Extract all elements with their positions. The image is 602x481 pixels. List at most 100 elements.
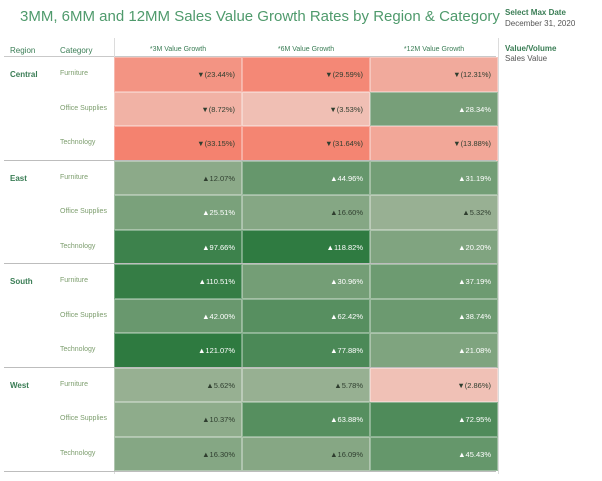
heatmap-cell[interactable]: ▲12.07% bbox=[114, 160, 242, 195]
measure-selector-title: Value/Volume bbox=[505, 44, 557, 53]
cell-value-label: ▲110.51% bbox=[198, 277, 235, 286]
cell-value-label: ▲5.78% bbox=[334, 380, 363, 390]
cell-value-label: ▲31.19% bbox=[458, 173, 491, 183]
heatmap-cell[interactable]: ▲110.51% bbox=[114, 264, 242, 299]
category-label: Technology bbox=[60, 346, 96, 353]
cell-value-label: ▲37.19% bbox=[458, 277, 491, 286]
heatmap-cell[interactable]: ▲20.20% bbox=[370, 229, 498, 264]
cell-value-label: ▲5.62% bbox=[206, 380, 235, 390]
heatmap-cell[interactable]: ▼(13.88%) bbox=[370, 126, 498, 161]
cell-value-label: ▼(31.64%) bbox=[325, 139, 363, 148]
heatmap-cell[interactable]: ▼(3.53%) bbox=[242, 91, 370, 126]
region-label: West bbox=[10, 380, 29, 390]
heatmap-cell[interactable]: ▼(31.64%) bbox=[242, 126, 370, 161]
cell-value-label: ▼(13.88%) bbox=[453, 139, 491, 148]
heatmap-cell[interactable]: ▲62.42% bbox=[242, 298, 370, 333]
cell-value-label: ▲16.30% bbox=[202, 449, 235, 459]
heatmap-cell[interactable]: ▲5.62% bbox=[114, 367, 242, 402]
cell-value-label: ▲72.95% bbox=[458, 415, 491, 424]
category-label: Technology bbox=[60, 139, 96, 146]
max-date-filter-title: Select Max Date bbox=[505, 8, 566, 17]
max-date-filter-value[interactable]: December 31, 2020 bbox=[505, 19, 576, 28]
category-label: Furniture bbox=[60, 70, 89, 77]
category-label: Office Supplies bbox=[60, 208, 107, 215]
heatmap-cell[interactable]: ▲16.09% bbox=[242, 436, 370, 471]
cell-value-label: ▲10.37% bbox=[202, 415, 235, 424]
heatmap-cell[interactable]: ▲72.95% bbox=[370, 402, 498, 437]
cell-value-label: ▼(8.72%) bbox=[201, 104, 235, 114]
cell-value-label: ▲121.07% bbox=[197, 346, 235, 355]
heatmap-cell[interactable]: ▲42.00% bbox=[114, 298, 242, 333]
heatmap-cell[interactable]: ▼(2.86%) bbox=[370, 367, 498, 402]
cell-value-label: ▲97.66% bbox=[202, 242, 235, 252]
cell-value-label: ▲77.88% bbox=[330, 346, 363, 355]
category-label: Technology bbox=[60, 449, 96, 457]
cell-value-label: ▲30.96% bbox=[330, 277, 363, 286]
cell-value-label: ▼(29.59%) bbox=[325, 70, 363, 79]
cell-value-label: ▲16.60% bbox=[330, 208, 363, 217]
heatmap-cell[interactable]: ▲30.96% bbox=[242, 264, 370, 299]
cell-value-label: ▲42.00% bbox=[202, 311, 235, 321]
heatmap-cell[interactable]: ▲37.19% bbox=[370, 264, 498, 299]
column-header-3m: *3M Value Growth bbox=[149, 46, 207, 53]
category-label: Office Supplies bbox=[60, 104, 107, 112]
heatmap-cell[interactable]: ▼(12.31%) bbox=[370, 57, 498, 92]
category-label: Furniture bbox=[60, 173, 89, 181]
measure-selector-value[interactable]: Sales Value bbox=[505, 54, 548, 63]
heatmap-cell[interactable]: ▲45.43% bbox=[370, 436, 498, 471]
heatmap-cell[interactable]: ▲25.51% bbox=[114, 195, 242, 230]
column-header-12m: *12M Value Growth bbox=[403, 46, 465, 53]
category-label: Furniture bbox=[60, 277, 89, 284]
cell-value-label: ▼(23.44%) bbox=[197, 70, 235, 79]
cell-value-label: ▲12.07% bbox=[202, 173, 235, 183]
header-divider bbox=[4, 56, 496, 57]
heatmap-cell[interactable]: ▲44.96% bbox=[242, 160, 370, 195]
cell-value-label: ▲21.08% bbox=[458, 346, 491, 355]
cell-value-label: ▲28.34% bbox=[458, 104, 491, 114]
heatmap-cell[interactable]: ▲63.88% bbox=[242, 402, 370, 437]
cell-value-label: ▼(12.31%) bbox=[453, 70, 491, 79]
heatmap-cell[interactable]: ▼(8.72%) bbox=[114, 91, 242, 126]
heatmap-cell[interactable]: ▲118.82% bbox=[242, 229, 370, 264]
heatmap-cell[interactable]: ▼(33.15%) bbox=[114, 126, 242, 161]
cell-value-label: ▲45.43% bbox=[458, 449, 491, 459]
cell-value-label: ▲44.96% bbox=[330, 173, 363, 183]
heatmap-cell[interactable]: ▲28.34% bbox=[370, 91, 498, 126]
chart-title: 3MM, 6MM and 12MM Sales Value Growth Rat… bbox=[20, 8, 500, 25]
region-divider bbox=[4, 263, 496, 264]
category-label: Technology bbox=[60, 242, 96, 250]
cell-value-label: ▼(2.86%) bbox=[457, 380, 491, 390]
region-label: Central bbox=[10, 70, 38, 79]
heatmap-cell[interactable]: ▲10.37% bbox=[114, 402, 242, 437]
cell-value-label: ▼(33.15%) bbox=[197, 139, 235, 148]
cell-value-label: ▲62.42% bbox=[330, 311, 363, 321]
heatmap-cell[interactable]: ▲16.30% bbox=[114, 436, 242, 471]
cell-value-label: ▲16.09% bbox=[330, 449, 363, 459]
category-header: Category bbox=[60, 46, 93, 55]
cell-value-label: ▲25.51% bbox=[202, 208, 235, 217]
cell-value-label: ▲5.32% bbox=[462, 208, 491, 217]
grid-bottom-line bbox=[4, 471, 496, 472]
cell-value-label: ▲118.82% bbox=[326, 242, 363, 252]
region-divider bbox=[4, 366, 496, 368]
region-label: East bbox=[10, 173, 27, 183]
cell-value-label: ▲63.88% bbox=[330, 415, 363, 424]
heatmap-cell[interactable]: ▲77.88% bbox=[242, 333, 370, 368]
region-header: Region bbox=[10, 46, 36, 55]
category-label: Office Supplies bbox=[60, 415, 107, 422]
column-header-6m: *6M Value Growth bbox=[277, 46, 335, 53]
region-divider bbox=[4, 159, 496, 161]
heatmap-cell[interactable]: ▼(29.59%) bbox=[242, 57, 370, 92]
heatmap-cell[interactable]: ▲5.32% bbox=[370, 195, 498, 230]
heatmap-cell[interactable]: ▲5.78% bbox=[242, 367, 370, 402]
heatmap-cell[interactable]: ▲31.19% bbox=[370, 160, 498, 195]
heatmap-cell[interactable]: ▲97.66% bbox=[114, 229, 242, 264]
grid-line bbox=[498, 38, 499, 474]
heatmap-cell[interactable]: ▲121.07% bbox=[114, 333, 242, 368]
cell-value-label: ▲20.20% bbox=[458, 242, 491, 252]
heatmap-cell[interactable]: ▲21.08% bbox=[370, 333, 498, 368]
category-label: Furniture bbox=[60, 380, 89, 388]
heatmap-cell[interactable]: ▲38.74% bbox=[370, 298, 498, 333]
heatmap-cell[interactable]: ▲16.60% bbox=[242, 195, 370, 230]
heatmap-cell[interactable]: ▼(23.44%) bbox=[114, 57, 242, 92]
